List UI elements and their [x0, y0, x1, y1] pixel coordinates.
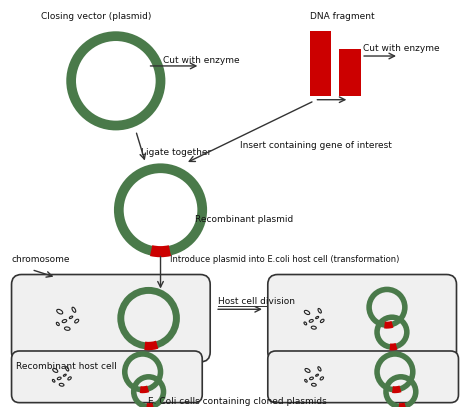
- Text: Ligate together: Ligate together: [141, 149, 211, 157]
- Text: Recombinant plasmid: Recombinant plasmid: [195, 215, 293, 224]
- Bar: [310, 31, 331, 96]
- Text: E. Coli cells containing cloned plasmids: E. Coli cells containing cloned plasmids: [147, 397, 327, 406]
- Text: Cut with enzyme: Cut with enzyme: [163, 56, 239, 65]
- Text: Closing vector (plasmid): Closing vector (plasmid): [41, 12, 152, 21]
- FancyBboxPatch shape: [11, 275, 210, 362]
- Text: Introduce plasmid into E.coli host cell (transformation): Introduce plasmid into E.coli host cell …: [171, 255, 400, 264]
- Bar: [339, 49, 361, 96]
- Text: Host cell division: Host cell division: [218, 297, 295, 306]
- Text: DNA fragment: DNA fragment: [310, 12, 374, 21]
- Text: Insert containing gene of interest: Insert containing gene of interest: [240, 142, 392, 151]
- FancyBboxPatch shape: [11, 351, 202, 403]
- FancyBboxPatch shape: [268, 275, 456, 362]
- FancyBboxPatch shape: [268, 351, 458, 403]
- Text: Cut with enzyme: Cut with enzyme: [363, 44, 440, 53]
- Text: chromosome: chromosome: [11, 255, 70, 264]
- Text: Recombinant host cell: Recombinant host cell: [16, 362, 117, 371]
